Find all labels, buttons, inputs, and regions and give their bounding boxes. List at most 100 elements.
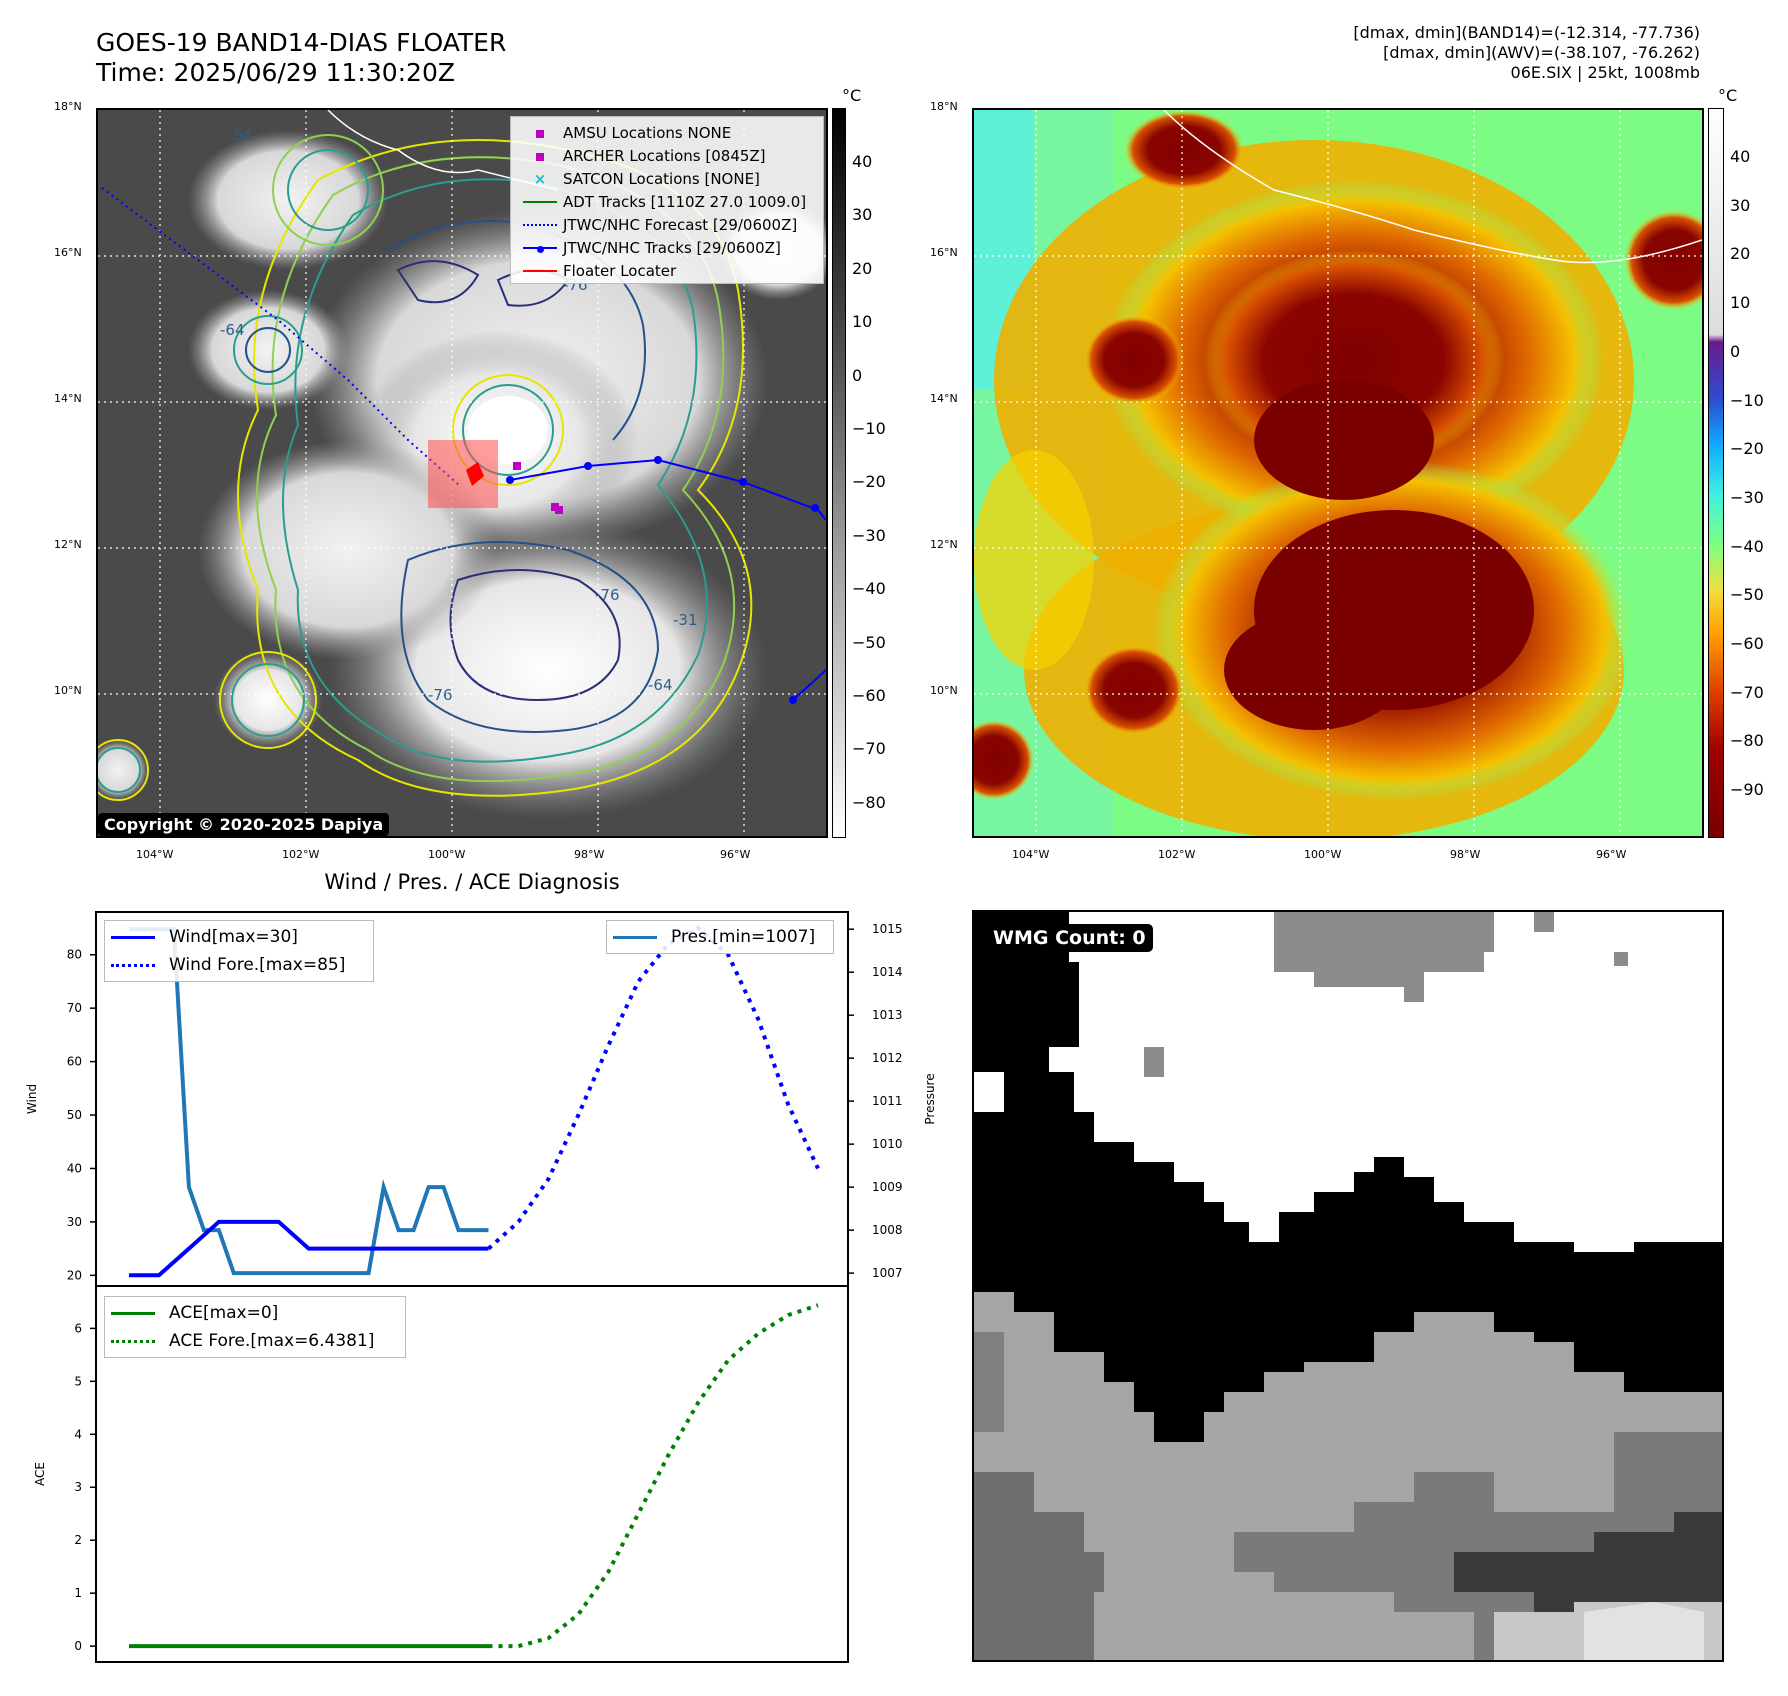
- ace-tick-label: 3: [74, 1480, 82, 1494]
- wind-forecast-line: [487, 925, 820, 1251]
- lat-label: 14°N: [930, 392, 958, 405]
- info-line1: [dmax, dmin](BAND14)=(-12.314, -77.736): [1353, 23, 1700, 42]
- wind-fore-legend-item: Wind Fore.[max=85]: [111, 951, 367, 979]
- colorbar-tick: −10: [852, 419, 886, 438]
- wind-axis-label: Wind: [25, 1084, 39, 1114]
- colorbar-right: [1708, 108, 1724, 838]
- ace-axis-label: ACE: [33, 1462, 47, 1486]
- copyright-badge: Copyright © 2020-2025 Dapiya: [98, 813, 390, 836]
- ace-tick-label: 1: [74, 1586, 82, 1600]
- colorbar-tick: −60: [1730, 634, 1764, 653]
- colorbar-tick: 40: [852, 152, 873, 171]
- legend-item-amsu: AMSU Locations NONE: [517, 121, 823, 144]
- ace-frame: [95, 1285, 849, 1663]
- legend-item-archer: ARCHER Locations [0845Z]: [517, 144, 823, 167]
- pressure-line: [129, 927, 489, 1276]
- lon-label: 98°W: [1450, 848, 1481, 861]
- lat-label: 12°N: [54, 538, 82, 551]
- colorbar-tick: −30: [852, 525, 886, 545]
- map-legend: AMSU Locations NONE ARCHER Locations [08…: [510, 116, 824, 284]
- archer-location: [513, 462, 521, 470]
- ace-tick-label: 4: [74, 1427, 82, 1441]
- colorbar-tick: 20: [852, 258, 873, 278]
- ace-fore-legend-item: ACE Fore.[max=6.4381]: [111, 1327, 399, 1355]
- colorbar-tick: 30: [1730, 195, 1751, 215]
- ace-forecast-line: [488, 1303, 819, 1649]
- colorbar-tick: −40: [1730, 536, 1764, 556]
- ir-contour-map: -76 -64 -54 -31 -76 -64 -76: [96, 108, 828, 838]
- legend-item-forecast: JTWC/NHC Forecast [29/0600Z]: [517, 213, 823, 236]
- colorbar-tick: −20: [1730, 439, 1764, 459]
- floater-marker: [466, 462, 484, 486]
- wmg-panel: WMG Count: 0: [972, 910, 1724, 1662]
- colorbar-tick: −80: [852, 792, 886, 812]
- pressure-tick-label: 1007: [872, 1266, 903, 1280]
- ace-tick-label: 2: [74, 1533, 82, 1547]
- lon-label: 104°W: [1012, 848, 1050, 861]
- forecast-track: [101, 187, 461, 487]
- svg-text:-76: -76: [595, 586, 620, 604]
- pres-legend-item: Pres.[min=1007]: [613, 923, 827, 951]
- wind-tick-label: 80: [67, 948, 82, 962]
- colorbar-tick: −90: [1730, 780, 1764, 800]
- info-line3: 06E.SIX | 25kt, 1008mb: [1510, 63, 1700, 82]
- wind-tick-label: 30: [67, 1215, 82, 1229]
- lon-label: 102°W: [1158, 848, 1196, 861]
- colorbar-tick: −20: [852, 472, 886, 492]
- lat-label: 14°N: [54, 392, 82, 405]
- colorbar-tick: −60: [852, 686, 886, 705]
- colorbar-tick: −10: [1730, 390, 1764, 410]
- colorbar-tick: 0: [852, 365, 863, 385]
- wind-legend-item: Wind[max=30]: [111, 923, 367, 951]
- lat-label: 10°N: [54, 684, 82, 697]
- colorbar-tick: −30: [1730, 487, 1764, 507]
- pressure-legend: Pres.[min=1007]: [606, 920, 834, 954]
- diagnosis-title: Wind / Pres. / ACE Diagnosis: [324, 870, 620, 894]
- floater-box: [428, 440, 498, 508]
- wind-tick-label: 60: [67, 1055, 82, 1069]
- colorbar-tick: 0: [1730, 341, 1741, 361]
- colorbar-tick: 30: [852, 205, 873, 225]
- colorbar-tick: 10: [1730, 293, 1751, 313]
- lat-label: 18°N: [930, 100, 958, 113]
- colorbar-tick: −70: [1730, 682, 1764, 702]
- lon-label: 98°W: [574, 848, 605, 861]
- svg-text:-64: -64: [648, 676, 673, 694]
- lat-label: 12°N: [930, 538, 958, 551]
- page-title-line1: GOES-19 BAND14-DIAS FLOATER: [96, 28, 507, 57]
- pressure-tick-label: 1008: [872, 1223, 903, 1237]
- ace-tick-label: 0: [74, 1639, 82, 1653]
- colorbar-tick: −50: [852, 632, 886, 652]
- ace-legend: ACE[max=0] ACE Fore.[max=6.4381]: [104, 1296, 406, 1358]
- lon-label: 100°W: [428, 848, 466, 861]
- coastline: [1163, 110, 1702, 264]
- wind-tick-label: 20: [67, 1268, 82, 1282]
- colorbar-tick: −40: [852, 579, 886, 599]
- pressure-tick-label: 1012: [872, 1051, 903, 1065]
- colorbar-right-unit: °C: [1718, 86, 1738, 105]
- wind-line: [129, 1219, 489, 1278]
- ace-tick-label: 5: [74, 1374, 82, 1388]
- ace-tick-label: 6: [74, 1321, 82, 1335]
- lon-label: 104°W: [136, 848, 174, 861]
- svg-text:-64: -64: [220, 321, 245, 339]
- lat-label: 16°N: [54, 246, 82, 259]
- pressure-tick-label: 1009: [872, 1180, 903, 1194]
- lat-label: 10°N: [930, 684, 958, 697]
- pressure-tick-label: 1011: [872, 1094, 903, 1108]
- colorbar-left-unit: °C: [842, 86, 862, 105]
- info-line2: [dmax, dmin](AWV)=(-38.107, -76.262): [1383, 43, 1700, 62]
- best-track: [509, 458, 826, 521]
- wind-tick-label: 50: [67, 1108, 82, 1122]
- map-gridlines: [974, 110, 1702, 836]
- wind-legend: Wind[max=30] Wind Fore.[max=85]: [104, 920, 374, 982]
- pressure-tick-label: 1014: [872, 965, 903, 979]
- colorbar-tick: 40: [1730, 147, 1751, 166]
- awv-map-svg: [974, 110, 1702, 836]
- lon-label: 96°W: [1596, 848, 1627, 861]
- svg-text:-54: -54: [228, 126, 253, 144]
- lon-label: 100°W: [1304, 848, 1342, 861]
- pressure-axis-label: Pressure: [923, 1073, 937, 1124]
- wind-tick-label: 70: [67, 1001, 82, 1015]
- colorbar-tick: 20: [1730, 244, 1751, 264]
